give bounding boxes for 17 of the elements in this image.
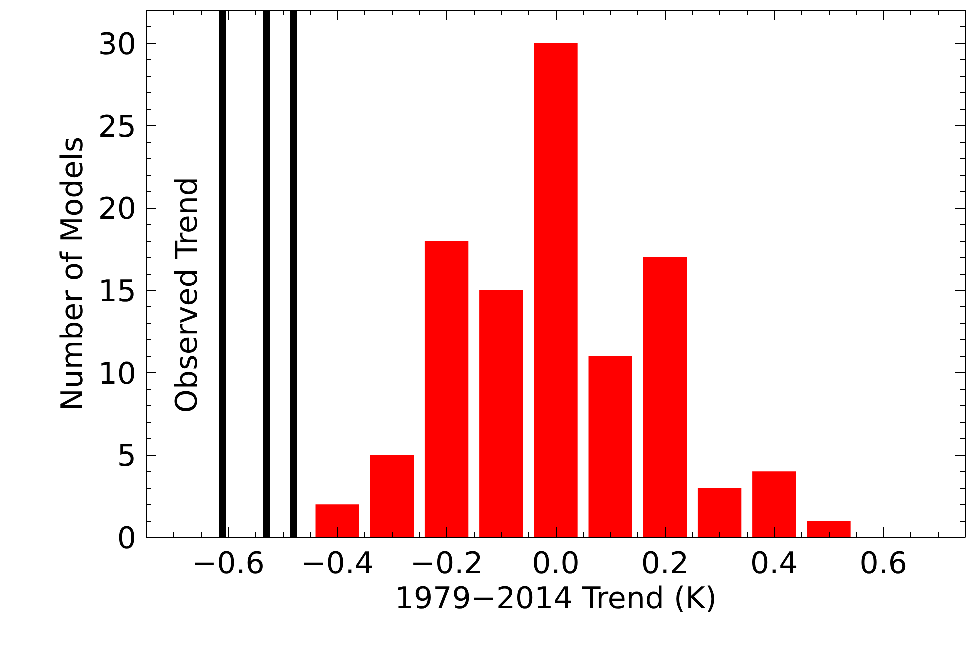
annotation: Observed Trend xyxy=(170,177,205,414)
x-tick-label: −0.6 xyxy=(192,546,265,582)
y-tick-label: 5 xyxy=(117,439,137,474)
y-tick-label: 20 xyxy=(98,192,137,228)
x-tick-label: 0.2 xyxy=(641,546,690,582)
x-tick-label: 0.0 xyxy=(532,546,580,582)
x-tick-label: −0.4 xyxy=(301,546,374,582)
y-tick-label: 30 xyxy=(98,27,137,62)
x-tick-label: 0.6 xyxy=(860,546,908,582)
x-tick-label: 0.4 xyxy=(750,546,798,582)
y-tick-label: 10 xyxy=(98,356,137,392)
y-tick-label: 15 xyxy=(98,274,137,310)
y-tick-label: 0 xyxy=(117,522,137,556)
y-axis-title: Number of Models xyxy=(55,136,90,412)
y-tick-label: 25 xyxy=(98,110,137,145)
x-tick-label: −0.2 xyxy=(410,546,484,582)
x-axis-title: 1979−2014 Trend (K) xyxy=(394,582,718,616)
